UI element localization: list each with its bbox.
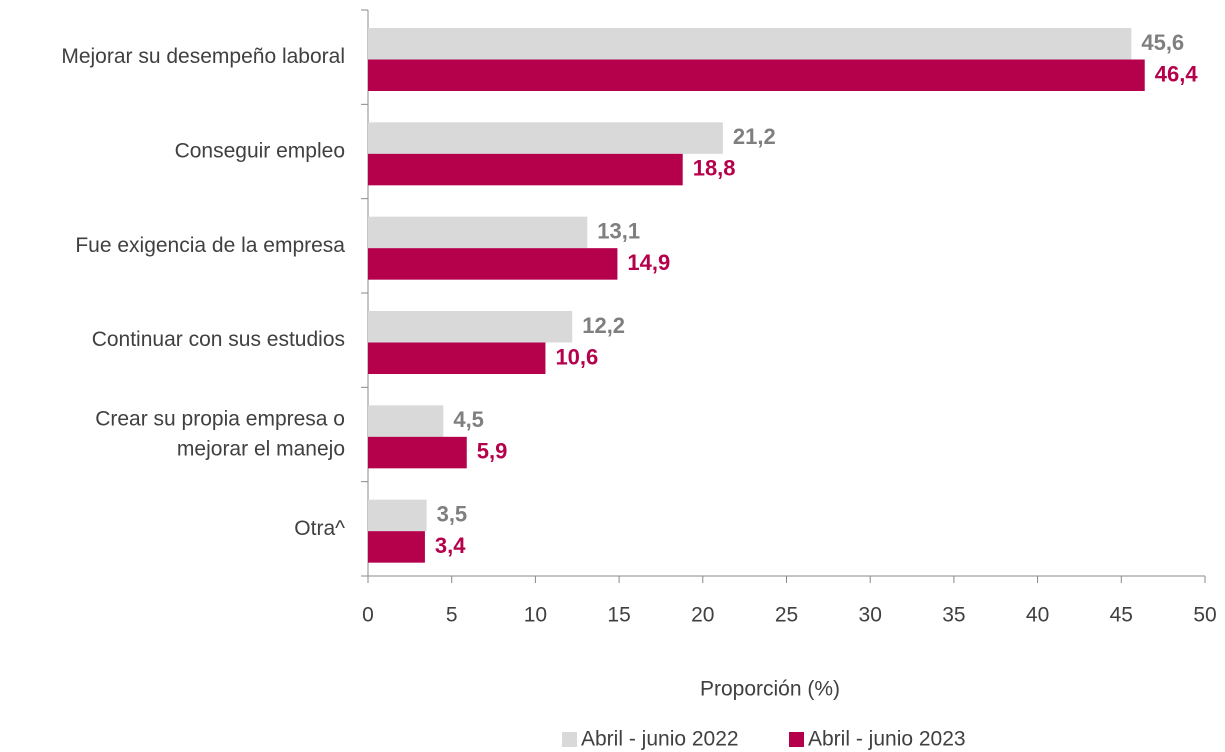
- x-tick-label: 20: [691, 604, 714, 627]
- value-label: 13,1: [597, 218, 640, 243]
- bar: [368, 216, 588, 249]
- legend-swatch: [562, 732, 577, 747]
- bar: [368, 342, 546, 374]
- y-tick-label: Mejorar su desempeño laboral: [61, 45, 345, 68]
- x-tick-label: 40: [1026, 604, 1049, 627]
- y-tick-label: Fue exigencia de la empresa: [75, 233, 345, 256]
- legend-label: Abril - junio 2023: [808, 728, 966, 751]
- x-tick-label: 30: [859, 604, 882, 627]
- y-tick-label: Continuar con sus estudios: [92, 328, 345, 351]
- y-tick-label: Conseguir empleo: [175, 139, 345, 162]
- bar: [368, 153, 683, 186]
- y-tick-label: Crear su propia empresa o mejorar el mane…: [95, 407, 345, 460]
- value-label: 4,5: [453, 407, 484, 432]
- bar: [368, 248, 618, 280]
- y-tick-label: Otra^: [294, 516, 345, 539]
- bar: [368, 122, 723, 154]
- bar: [368, 59, 1145, 91]
- bar: [368, 436, 467, 469]
- x-tick-label: 45: [1110, 604, 1133, 627]
- value-label: 18,8: [693, 156, 736, 181]
- x-tick-label: 15: [607, 604, 630, 627]
- bar: [368, 405, 444, 437]
- value-label: 3,4: [435, 533, 466, 558]
- bar: [368, 311, 573, 343]
- bar: [368, 28, 1132, 60]
- value-label: 10,6: [555, 344, 598, 369]
- legend-label: Abril - junio 2022: [581, 728, 739, 751]
- x-tick-label: 25: [775, 604, 798, 627]
- bar: [368, 499, 427, 532]
- value-label: 12,2: [582, 313, 625, 338]
- value-label: 21,2: [733, 124, 776, 149]
- x-tick-label: 0: [362, 604, 374, 627]
- x-axis-title: Proporción (%): [700, 678, 840, 701]
- value-label: 14,9: [627, 250, 670, 275]
- x-tick-label: 5: [446, 604, 458, 627]
- value-label: 3,5: [437, 501, 468, 526]
- x-tick-label: 35: [942, 604, 965, 627]
- x-tick-label: 10: [524, 604, 547, 627]
- value-label: 46,4: [1155, 61, 1199, 86]
- bar: [368, 531, 425, 563]
- value-label: 45,6: [1141, 30, 1184, 55]
- legend-swatch: [789, 732, 804, 747]
- x-tick-label: 50: [1193, 604, 1216, 627]
- value-label: 5,9: [477, 439, 508, 464]
